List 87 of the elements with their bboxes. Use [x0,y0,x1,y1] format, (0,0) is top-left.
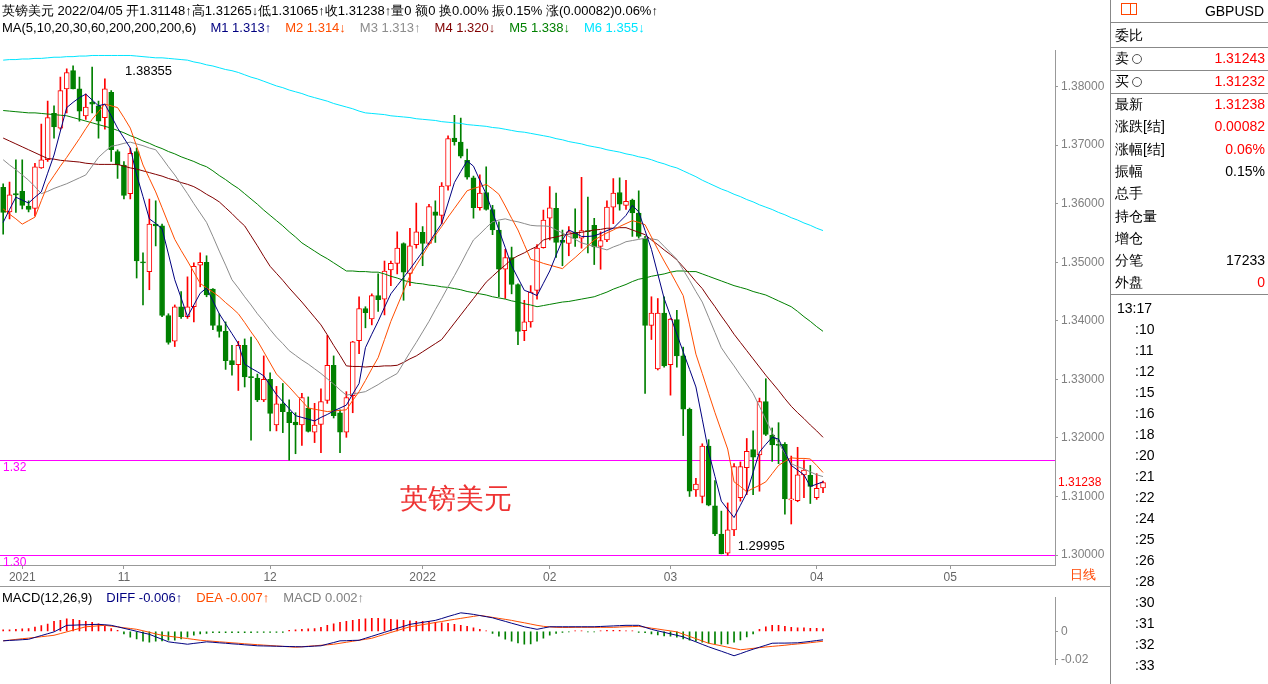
category-label: 总手 [1115,184,1143,204]
legend-title: MACD(12,26,9) [2,590,93,605]
y-tick-label: 1.31000 [1061,488,1105,503]
candlestick [140,252,146,306]
text: DEA -0.007↑ [196,590,270,605]
candlestick [38,123,45,169]
legend-title: MA(5,10,20,30,60,200,200,200,6) [2,20,197,35]
text: 1.31238 [1214,96,1265,112]
text: M2 1.314↓ [285,20,346,35]
candlestick [229,345,235,376]
annotation: 英镑美元 [400,482,512,514]
text: 日线 [1070,566,1096,582]
candlestick [279,383,286,433]
y-tick-label: 1.35000 [1061,254,1105,269]
candlestick [623,179,629,210]
text: :33 [1135,655,1155,675]
chart-title: 英镑美元 2022/04/05 开1.31148↑高1.31265↓低1.31065↑收1.31238↑量0 额0 换0.00% 振0.15% 涨(0.00082)0.06%↑ [2,2,658,20]
category-label: 卖 [1115,49,1130,68]
text: :12 [1135,361,1155,381]
category-label: 涨幅[结] [1115,139,1165,159]
text: M4 1.320↓ [434,20,496,35]
annotation: 1.38355 [125,63,173,79]
category-label: 持仓量 [1115,206,1157,226]
text: GBPUSD [1204,3,1264,19]
candlestick [750,430,756,496]
text: M5 1.338↓ [509,20,570,35]
annotation: 1.29995 [737,538,785,554]
text: :20 [1135,445,1155,465]
text: :10 [1135,319,1155,339]
text: 0 [1257,274,1265,291]
text: 13:17 [1117,298,1153,318]
category-label: 委比 [1115,26,1143,45]
x-tick-label: 03 [663,569,678,584]
candlestick [89,66,95,114]
text: 17233 [1226,252,1265,269]
candlestick [13,159,19,213]
text: :22 [1135,487,1155,507]
y-tick-label: 1.33000 [1061,371,1105,386]
text: :18 [1135,424,1155,444]
text: 1.31243 [1214,50,1265,66]
category-label: 增仓 [1115,228,1143,248]
y-tick-label: 1.32000 [1061,430,1105,445]
text: :31 [1135,613,1155,633]
text: :28 [1135,571,1155,591]
x-tick-label: 2021 [8,569,36,584]
text: 0.00082 [1214,118,1265,135]
candlestick [375,273,381,312]
text: M1 1.313↑ [210,20,272,35]
y-tick-label: 1.36000 [1061,195,1105,210]
y-tick-label: -0.02 [1061,652,1089,667]
x-tick-label: 12 [263,569,278,584]
y-tick-label: 1.37000 [1061,137,1105,152]
x-tick-label: 2022 [409,569,437,584]
category-label: 外盘 [1115,273,1143,293]
x-tick-label: 11 [117,569,131,584]
category-label: 最新 [1115,95,1143,114]
ref-line-label: 1.30 [3,555,27,570]
text: 0.15% [1225,162,1265,179]
y-tick-label: 1.34000 [1061,313,1105,328]
text: :16 [1135,403,1155,423]
text: :24 [1135,508,1155,528]
series-label: DIFF -0.006↑ [106,590,183,605]
y-tick-label: 0 [1061,623,1068,638]
text: 1.31238 [1058,474,1102,489]
x-tick-label: 02 [543,569,557,584]
category-label: 涨跌[结] [1115,117,1165,137]
text: :25 [1135,529,1155,549]
text: :21 [1135,466,1155,486]
category-label: 买 [1115,72,1130,91]
category-label: 振幅 [1115,161,1143,181]
text: :26 [1135,550,1155,570]
x-tick-label: 04 [809,569,824,584]
ref-line-label: 1.32 [3,460,27,475]
text: :15 [1135,382,1155,402]
text: :32 [1135,634,1155,654]
text: 0.06% [1225,140,1265,157]
text: M3 1.313↑ [359,20,421,35]
y-tick-label: 1.38000 [1061,78,1105,93]
x-tick-label: 05 [943,569,958,584]
series-label: MACD 0.002↑ [283,590,365,605]
y-tick-label: 1.30000 [1061,547,1105,562]
text: M6 1.355↓ [583,20,645,35]
text: 1.31232 [1214,73,1265,89]
text: :30 [1135,592,1155,612]
candlestick [521,299,528,342]
category-label: 分笔 [1115,251,1143,271]
text: :11 [1135,340,1154,360]
